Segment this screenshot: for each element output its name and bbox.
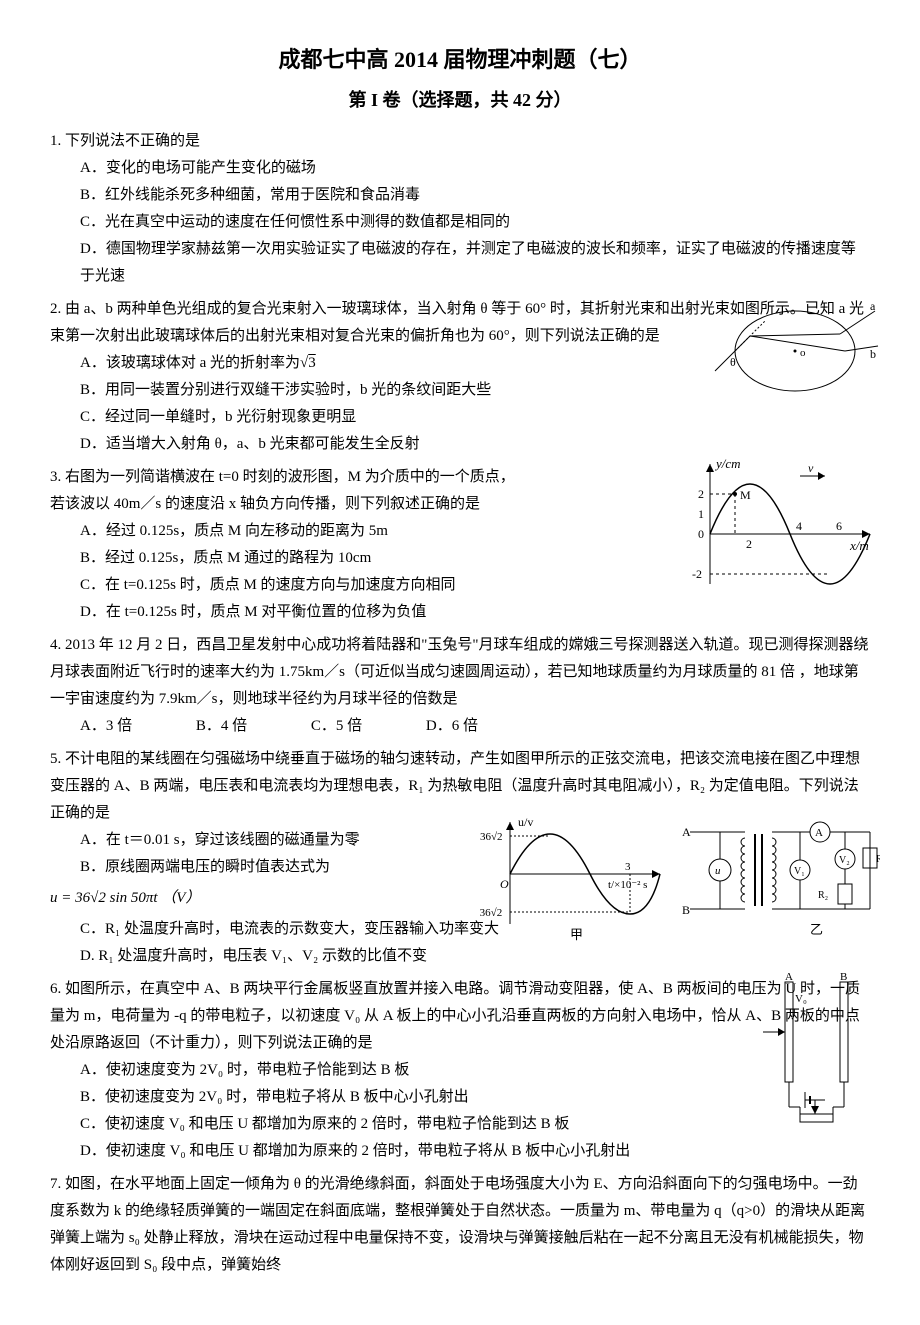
q5-stem: 不计电阻的某线圈在匀强磁场中绕垂直于磁场的轴匀速转动，产生如图甲所示的正弦交流电… xyxy=(50,751,860,821)
q6-number: 6. xyxy=(50,981,61,997)
q1-option-c: C．光在真空中运动的速度在任何惯性系中测得的数值都是相同的 xyxy=(50,209,870,236)
q5-fig1-cap: 甲 xyxy=(570,927,583,942)
svg-text:u: u xyxy=(715,865,721,877)
q3-fig-ylabel: y/cm xyxy=(714,456,741,471)
q5-option-d: D. R₁ 处温度升高时，电压表 V₁、V₂ 示数的比值不变 xyxy=(50,943,870,970)
svg-text:A: A xyxy=(815,827,823,839)
q6-fig-B: B xyxy=(840,972,847,983)
question-7: 7. 如图，在水平地面上固定一倾角为 θ 的光滑绝缘斜面，斜面处于电场强度大小为… xyxy=(50,1171,870,1279)
q1-number: 1. xyxy=(50,133,61,149)
question-2: o θ a b 2. 由 a、b 两种单色光组成的复合光束射入一玻璃球体，当入射… xyxy=(50,296,870,458)
q3-fig-ym2: -2 xyxy=(692,567,702,581)
question-3: M v y/cm x/m 2 1 0 -2 2 4 6 3. 右图为一列简谐横波… xyxy=(50,464,870,626)
q6-stem: 如图所示，在真空中 A、B 两块平行金属板竖直放置并接入电路。调节滑动变阻器，使… xyxy=(50,981,860,1051)
q6-fig-A: A xyxy=(785,972,793,983)
q3-stem1: 右图为一列简谐横波在 t=0 时刻的波形图，M 为介质中的一个质点， xyxy=(65,469,515,485)
q3-fig-v: v xyxy=(808,461,814,475)
page-subtitle: 第 I 卷（选择题，共 42 分） xyxy=(50,84,870,116)
q7-stem: 如图，在水平地面上固定一倾角为 θ 的光滑绝缘斜面，斜面处于电场强度大小为 E、… xyxy=(50,1176,865,1273)
q5-fig1-yb: -36√2 xyxy=(480,907,502,919)
question-4: 4. 2013 年 12 月 2 日，西昌卫星发射中心成功将着陆器和"玉兔号"月… xyxy=(50,632,870,740)
svg-text:V₂: V₂ xyxy=(839,855,850,866)
q2-a-text: A．该玻璃球体对 a 光的折射率为 xyxy=(80,355,300,371)
q6-option-a: A．使初速度变为 2V₀ 时，带电粒子恰能到达 B 板 xyxy=(50,1057,870,1084)
q5-fig2-R2: R₂ xyxy=(818,890,828,901)
q1-option-b: B．红外线能杀死多种细菌，常用于医院和食品消毒 xyxy=(50,182,870,209)
q2-figure: o θ a b xyxy=(710,296,880,396)
q3-number: 3. xyxy=(50,469,61,485)
q5-fig2-cap: 乙 xyxy=(810,922,823,937)
q4-option-d: D．6 倍 xyxy=(426,713,478,740)
q5-fig1-xlabel: t/×10⁻² s xyxy=(608,879,647,891)
q5-fig1-x3: 3 xyxy=(625,861,631,873)
q5-number: 5. xyxy=(50,751,61,767)
svg-text:V₁: V₁ xyxy=(794,866,805,877)
q3-fig-y0: 0 xyxy=(698,527,704,541)
q1-stem: 下列说法不正确的是 xyxy=(65,133,200,149)
q6-fig-V0: V₀ xyxy=(795,993,807,1005)
q2-a-rad: 3 xyxy=(308,355,316,371)
q3-option-d: D．在 t=0.125s 时，质点 M 对平衡位置的位移为负值 xyxy=(50,599,870,626)
q3-figure: M v y/cm x/m 2 1 0 -2 2 4 6 xyxy=(680,454,880,594)
q5-fig1-O: O xyxy=(500,877,509,891)
q2-fig-b: b xyxy=(870,347,876,361)
q5-figure-jia: u/v 36√2 -36√2 O 3 t/×10⁻² s 甲 xyxy=(480,814,670,944)
q4-number: 4. xyxy=(50,637,61,653)
q2-fig-o: o xyxy=(800,347,806,359)
q2-fig-theta: θ xyxy=(730,355,736,369)
q4-option-c: C．5 倍 xyxy=(311,713,362,740)
q6-figure: A B V₀ xyxy=(755,972,875,1132)
q4-option-a: A．3 倍 xyxy=(80,713,132,740)
q3-fig-x6: 6 xyxy=(836,519,842,533)
question-5: u/v 36√2 -36√2 O 3 t/×10⁻² s 甲 A B u xyxy=(50,746,870,970)
q6-option-d: D．使初速度 V₀ 和电压 U 都增加为原来的 2 倍时，带电粒子将从 B 板中… xyxy=(50,1138,870,1165)
q5-fig2-A: A xyxy=(682,825,691,839)
q6-option-c: C．使初速度 V₀ 和电压 U 都增加为原来的 2 倍时，带电粒子恰能到达 B … xyxy=(50,1111,870,1138)
q7-number: 7. xyxy=(50,1176,61,1192)
q4-option-b: B．4 倍 xyxy=(196,713,247,740)
q3-fig-y2: 2 xyxy=(698,487,704,501)
q3-fig-x2: 2 xyxy=(746,537,752,551)
svg-text:R₁: R₁ xyxy=(876,854,880,865)
page-title: 成都七中高 2014 届物理冲刺题（七） xyxy=(50,40,870,80)
q1-option-d: D．德国物理学家赫兹第一次用实验证实了电磁波的存在，并测定了电磁波的波长和频率，… xyxy=(50,236,870,290)
q3-fig-M: M xyxy=(740,488,751,502)
q5-fig1-yt: 36√2 xyxy=(480,831,503,843)
q4-stem: 2013 年 12 月 2 日，西昌卫星发射中心成功将着陆器和"玉兔号"月球车组… xyxy=(50,637,869,707)
q3-fig-x4: 4 xyxy=(796,519,802,533)
q2-option-c: C．经过同一单缝时，b 光衍射现象更明显 xyxy=(50,404,870,431)
q1-option-a: A．变化的电场可能产生变化的磁场 xyxy=(50,155,870,182)
q5-fig2-B: B xyxy=(682,903,690,917)
question-1: 1. 下列说法不正确的是 A．变化的电场可能产生变化的磁场 B．红外线能杀死多种… xyxy=(50,128,870,290)
q2-fig-a: a xyxy=(870,299,876,313)
question-6: A B V₀ 6. 如图所示，在真空中 A、B 两块平行金属板竖直放置并接入电路… xyxy=(50,976,870,1165)
q5-fig1-ylabel: u/v xyxy=(518,815,533,829)
q3-fig-y1: 1 xyxy=(698,507,704,521)
q6-option-b: B．使初速度变为 2V₀ 时，带电粒子将从 B 板中心小孔射出 xyxy=(50,1084,870,1111)
q2-number: 2. xyxy=(50,301,61,317)
q3-fig-xlabel: x/m xyxy=(849,538,869,553)
q5-figure-yi: A B u A V₁ V₂ R₁ R₂ xyxy=(680,814,880,944)
